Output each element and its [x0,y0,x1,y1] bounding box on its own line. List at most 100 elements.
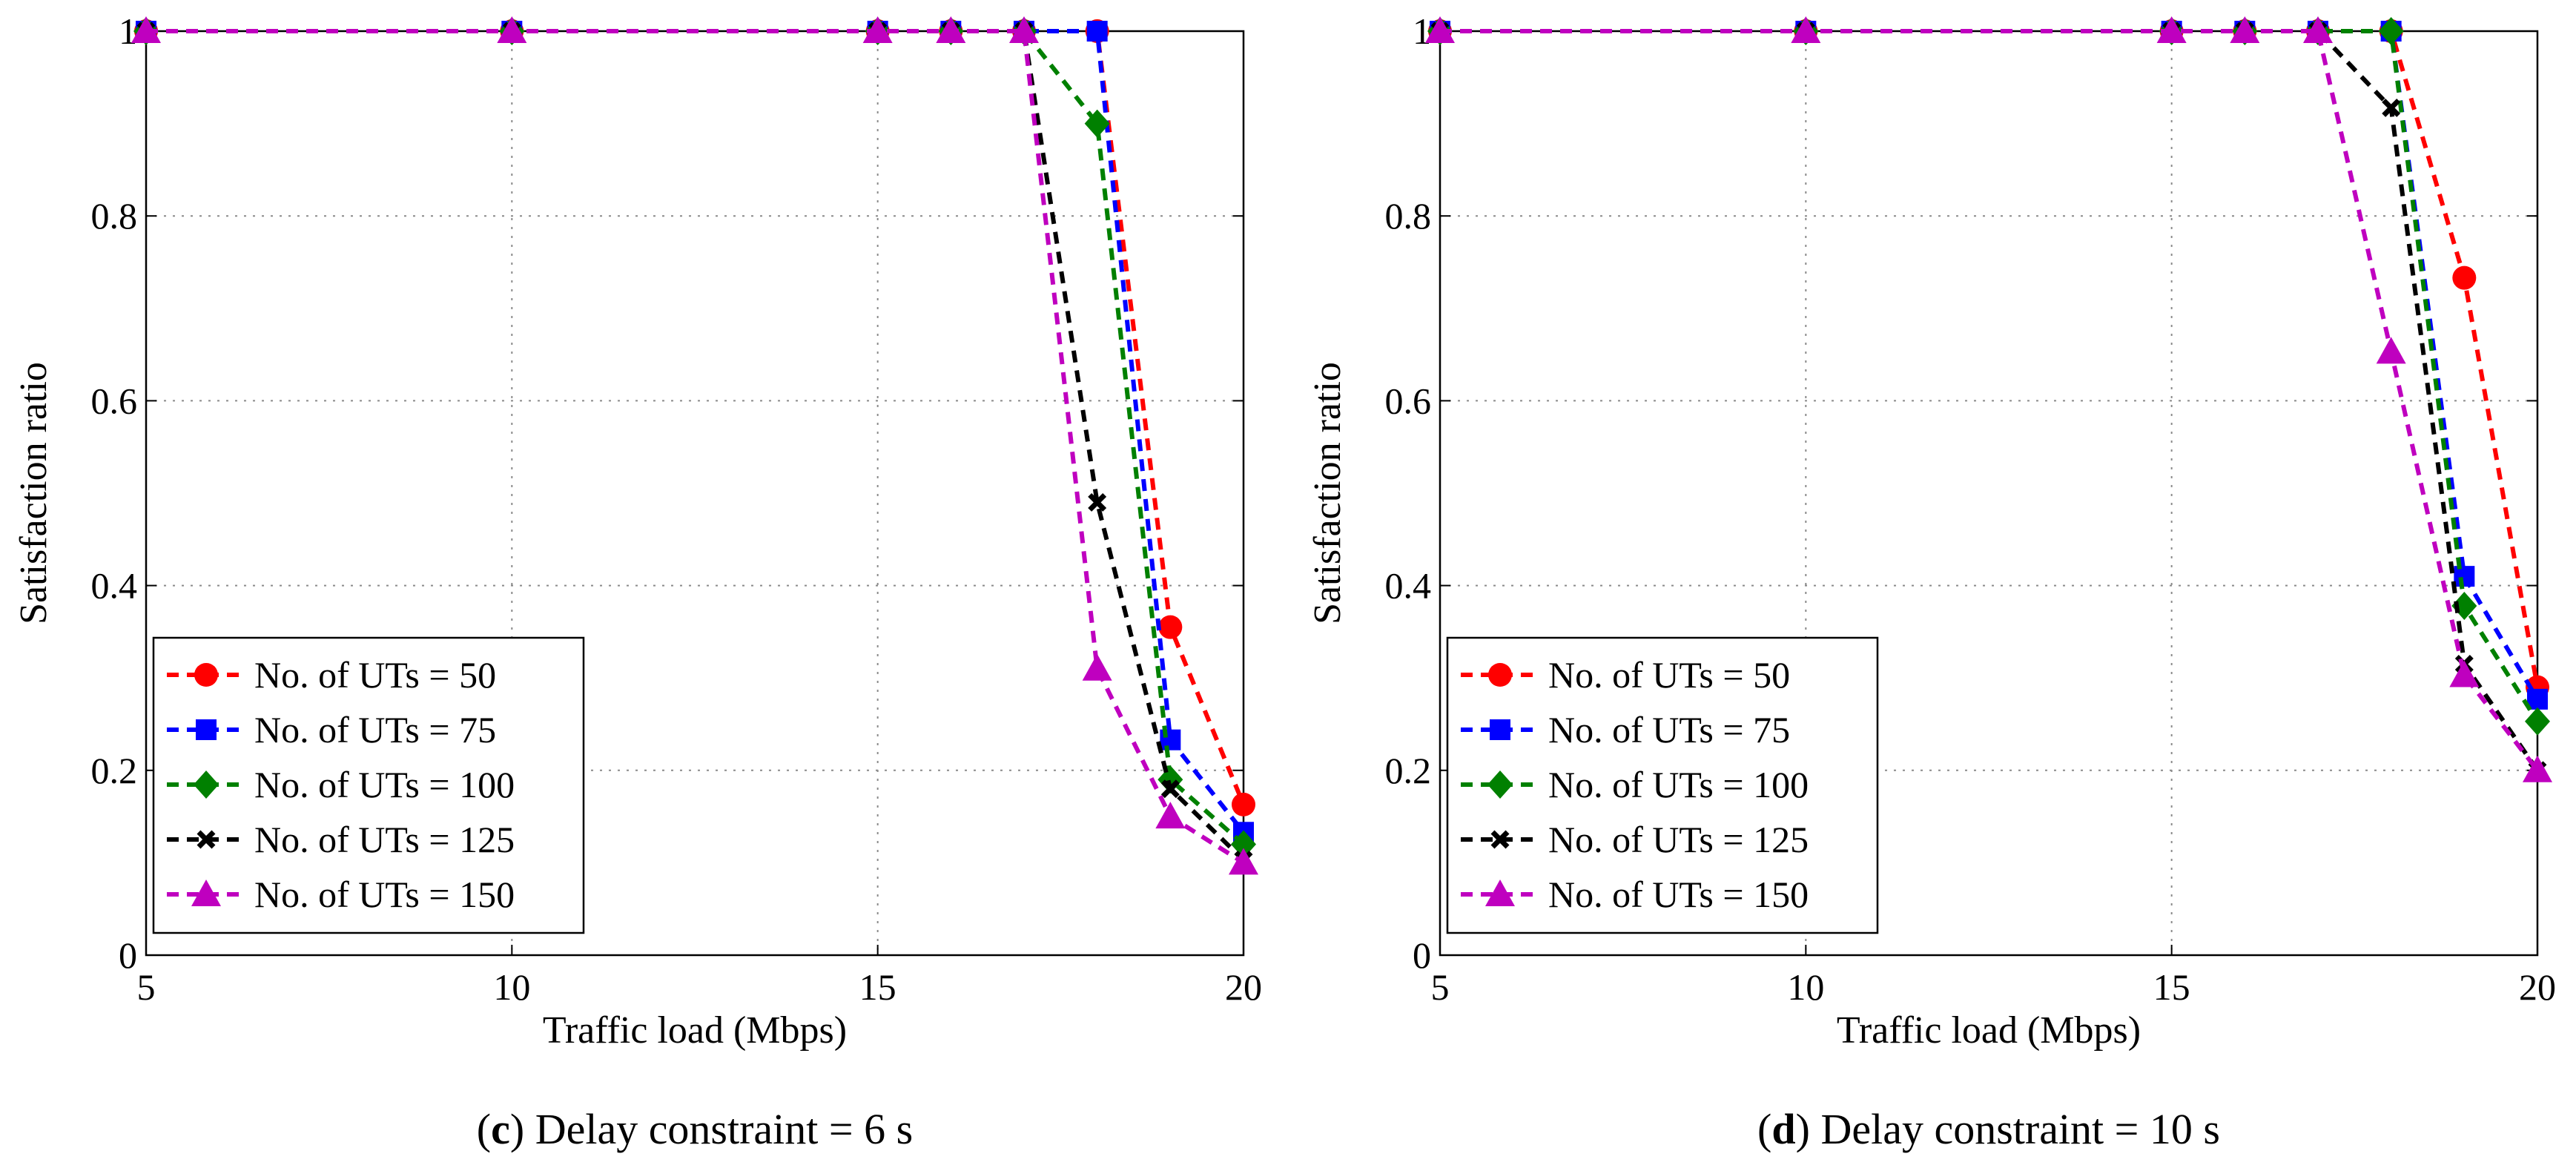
y-tick-label: 0.6 [91,380,138,421]
data-point [1082,653,1112,681]
caption-text: Delay constraint = 10 s [1820,1105,2219,1153]
y-tick-label: 0 [119,934,137,976]
panel-caption: (c) Delay constraint = 6 s [477,1105,913,1153]
data-point [1232,792,1255,816]
data-point [2523,755,2552,782]
legend-label: No. of UTs = 75 [254,709,496,750]
legend-label: No. of UTs = 150 [1548,874,1809,915]
data-point [2382,98,2401,117]
data-point [1084,109,1110,138]
legend-label: No. of UTs = 50 [254,654,496,696]
legend-marker [1487,771,1513,799]
x-tick-label: 10 [493,966,530,1008]
data-point [1158,615,1183,639]
y-tick-label: 0.8 [1385,195,1432,237]
caption-paren-close: ) [1796,1105,1821,1153]
legend-box [152,636,585,934]
caption-text: Delay constraint = 6 s [535,1105,913,1153]
legend-label: No. of UTs = 150 [254,874,515,915]
data-point [1160,779,1180,799]
y-tick-label: 0 [1413,934,1431,976]
caption-paren-open: ( [1757,1105,1771,1153]
y-tick-label: 0.2 [1385,750,1432,791]
legend-label: No. of UTs = 100 [254,764,515,805]
data-point [1229,848,1258,875]
data-point [1086,21,1108,42]
y-tick-label: 0.8 [91,195,138,237]
legend-item: No. of UTs = 125 [167,819,515,860]
y-tick-label: 0.4 [91,565,138,607]
legend-label: No. of UTs = 100 [1548,764,1809,805]
legend-label: No. of UTs = 125 [254,819,515,860]
series-line [146,29,1245,865]
legend-label: No. of UTs = 125 [1548,819,1809,860]
legend: No. of UTs = 50 No. of UTs = 75 No. of UTs… [1446,636,1879,934]
legend-item: No. of UTs = 75 [1461,709,1790,750]
legend-box [1446,636,1879,934]
legend-marker [194,771,219,799]
data-point [1088,492,1107,512]
legend-marker [1488,663,1512,687]
data-point [2449,660,2480,687]
data-point [497,16,527,43]
legend-item: No. of UTs = 50 [167,654,496,696]
data-point [2156,16,2187,43]
legend-label: No. of UTs = 50 [1548,654,1790,696]
legend: No. of UTs = 50 No. of UTs = 75 No. of UTs… [152,636,585,934]
x-tick-label: 15 [2153,966,2190,1008]
y-tick-label: 0.6 [1385,380,1432,421]
caption-letter: c [491,1105,510,1153]
x-tick-label: 5 [137,966,156,1008]
legend-label: No. of UTs = 75 [1548,709,1790,750]
legend-item: No. of UTs = 150 [167,874,515,915]
legend-marker [1490,830,1510,849]
legend-item: No. of UTs = 150 [1461,874,1809,915]
data-point [862,16,893,43]
data-point [1791,16,1821,43]
x-axis-label: Traffic load (Mbps) [1837,1009,2141,1052]
data-point [1425,16,1455,43]
data-point [2525,707,2550,736]
data-point [2303,16,2333,43]
data-point [2454,566,2475,587]
y-axis-label: Satisfaction ratio [1307,362,1349,624]
caption-letter: d [1771,1105,1795,1153]
data-point [1009,16,1039,43]
data-point [936,16,966,43]
data-point [131,16,161,43]
legend-item: No. of UTs = 125 [1461,819,1809,860]
data-point [2452,265,2477,290]
x-tick-label: 20 [1225,966,1262,1008]
legend-item: No. of UTs = 100 [1461,764,1809,805]
caption-paren-open: ( [477,1105,491,1153]
legend-marker [196,719,217,740]
legend-marker [196,830,216,849]
legend-marker [1490,719,1510,740]
legend-item: No. of UTs = 50 [1461,654,1790,696]
y-tick-label: 0.2 [91,750,138,791]
x-tick-label: 10 [1787,966,1824,1008]
data-point [1155,802,1186,829]
legend-marker [191,880,221,906]
legend-item: No. of UTs = 100 [167,764,515,805]
data-point [2376,337,2406,364]
legend-marker [194,663,218,687]
series-4 [1425,16,2552,782]
x-tick-label: 20 [2519,966,2556,1008]
x-tick-label: 15 [859,966,896,1008]
panel-caption: (d) Delay constraint = 10 s [1757,1105,2220,1153]
y-tick-label: 0.4 [1385,565,1432,607]
caption-paren-close: ) [510,1105,535,1153]
series-4 [131,16,1258,875]
series-line [1440,29,2540,772]
legend-item: No. of UTs = 75 [167,709,496,750]
data-point [2527,688,2548,710]
legend-marker [1485,880,1515,906]
y-axis-label: Satisfaction ratio [13,362,55,624]
data-point [2378,17,2404,45]
data-point [2230,16,2260,43]
x-tick-label: 5 [1431,966,1450,1008]
